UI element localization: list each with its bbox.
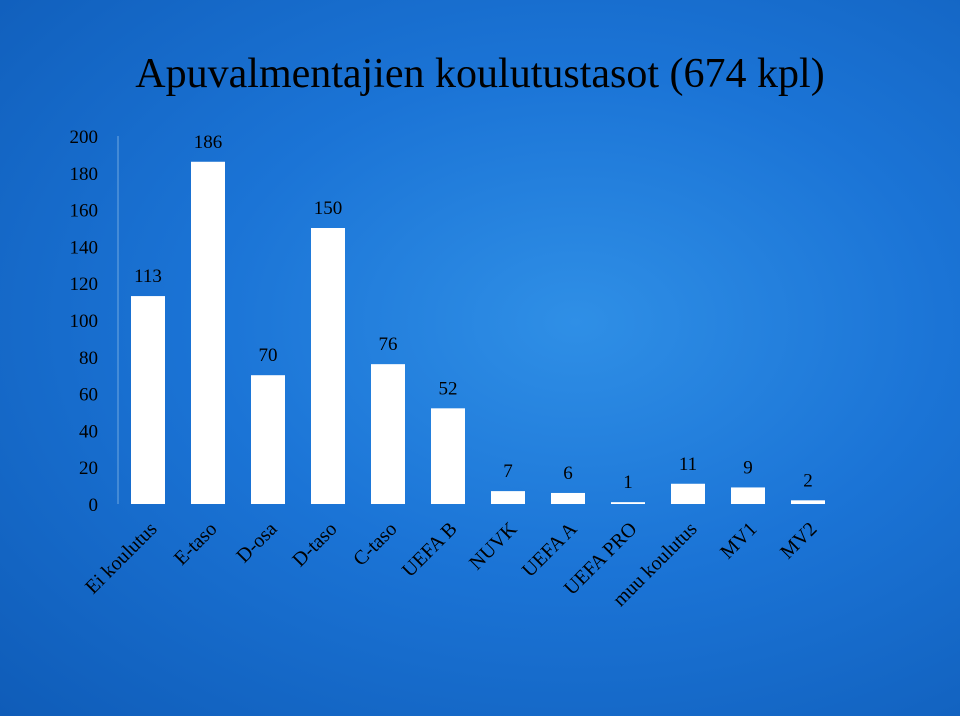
bar: [551, 492, 585, 504]
data-label: 113: [134, 266, 162, 287]
y-tick-label: 140: [70, 237, 99, 258]
y-tick-label: 20: [79, 458, 98, 479]
bar: [431, 408, 465, 504]
category-label: D-osa: [232, 518, 281, 567]
data-label: 9: [743, 457, 753, 478]
bar: [611, 502, 645, 504]
data-label: 7: [503, 461, 513, 482]
bar: [731, 487, 765, 504]
category-label: NUVK: [465, 518, 522, 575]
y-tick-label: 120: [70, 274, 99, 295]
data-label: 150: [314, 198, 343, 219]
y-tick-label: 200: [70, 127, 99, 148]
bar: [131, 296, 165, 504]
category-label: Ei koulutus: [81, 518, 162, 599]
data-label: 11: [679, 454, 697, 475]
y-tick-label: 60: [79, 385, 98, 406]
y-tick-label: 160: [70, 201, 99, 222]
category-label: C-taso: [349, 518, 401, 570]
category-label: MV2: [776, 518, 821, 563]
y-tick-label: 100: [70, 311, 99, 332]
category-label: UEFA B: [398, 518, 462, 582]
data-label: 1: [623, 472, 633, 493]
chart-title: Apuvalmentajien koulutustasot (674 kpl): [135, 51, 825, 97]
y-tick-label: 0: [89, 495, 99, 516]
data-label: 186: [194, 132, 223, 153]
data-label: 52: [439, 378, 458, 399]
category-label: MV1: [716, 518, 761, 563]
category-label: D-taso: [288, 518, 341, 571]
bar: [791, 500, 825, 504]
y-tick-label: 80: [79, 348, 98, 369]
bar: [311, 228, 345, 504]
bar: [371, 364, 405, 504]
bar: [491, 491, 525, 504]
bar: [251, 375, 285, 504]
data-label: 2: [803, 470, 813, 491]
data-label: 6: [563, 463, 573, 484]
y-tick-labels: 0 20 40 60 80 100 120 140 160 180 200: [70, 127, 99, 516]
bars: [131, 161, 825, 504]
y-tick-label: 180: [70, 164, 99, 185]
bar: [191, 161, 225, 504]
bar: [671, 483, 705, 504]
data-label: 70: [259, 345, 278, 366]
y-tick-label: 40: [79, 421, 98, 442]
category-label: E-taso: [170, 518, 222, 570]
data-label: 76: [379, 334, 398, 355]
